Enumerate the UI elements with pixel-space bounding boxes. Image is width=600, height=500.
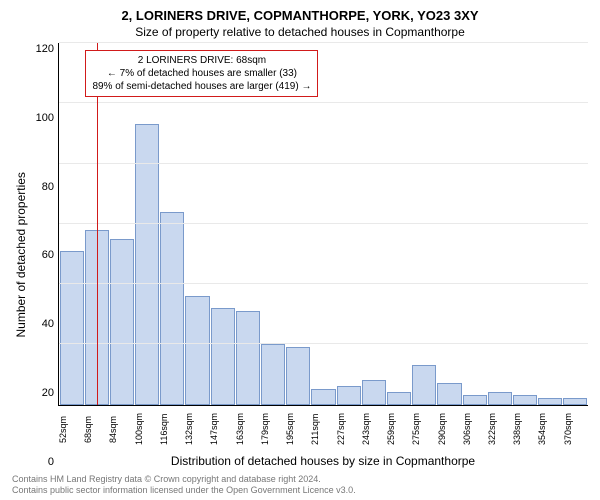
x-tick: 227sqm: [336, 408, 361, 450]
x-tick: 211sqm: [310, 408, 335, 450]
gridline: [59, 42, 588, 43]
marker-line: [97, 43, 98, 405]
histogram-bar: [563, 398, 587, 404]
x-tick: 179sqm: [260, 408, 285, 450]
x-tick: 306sqm: [462, 408, 487, 450]
x-tick: 52sqm: [58, 408, 83, 450]
annotation-box: 2 LORINERS DRIVE: 68sqm← 7% of detached …: [85, 50, 318, 97]
histogram-bar: [513, 395, 537, 404]
x-tick: 132sqm: [184, 408, 209, 450]
x-tick: 163sqm: [235, 408, 260, 450]
y-tick: 40: [42, 318, 54, 330]
histogram-bar: [211, 308, 235, 404]
plot-region: 2 LORINERS DRIVE: 68sqm← 7% of detached …: [58, 43, 588, 406]
x-axis-ticks: 52sqm68sqm84sqm100sqm116sqm132sqm147sqm1…: [58, 408, 588, 450]
x-tick: 195sqm: [285, 408, 310, 450]
x-tick: 147sqm: [209, 408, 234, 450]
x-tick: 68sqm: [83, 408, 108, 450]
histogram-bar: [236, 311, 260, 404]
histogram-bar: [311, 389, 335, 404]
histogram-bar: [362, 380, 386, 404]
histogram-bar: [437, 383, 461, 404]
y-tick: 100: [36, 112, 54, 124]
gridline: [59, 163, 588, 164]
x-tick: 259sqm: [386, 408, 411, 450]
chart-area: Number of detached properties 120 100 80 60…: [12, 43, 588, 468]
gridline: [59, 102, 588, 103]
bars-container: [59, 43, 588, 405]
x-tick: 243sqm: [361, 408, 386, 450]
x-tick: 338sqm: [512, 408, 537, 450]
x-tick: 322sqm: [487, 408, 512, 450]
x-tick: 275sqm: [411, 408, 436, 450]
x-tick: 354sqm: [537, 408, 562, 450]
gridline: [59, 223, 588, 224]
annotation-line: 89% of semi-detached houses are larger (…: [92, 80, 311, 93]
y-tick: 60: [42, 249, 54, 261]
x-tick: 100sqm: [134, 408, 159, 450]
histogram-bar: [185, 296, 209, 404]
histogram-bar: [160, 212, 184, 405]
y-tick: 120: [36, 43, 54, 55]
y-axis-label: Number of detached properties: [12, 43, 30, 468]
x-tick: 370sqm: [563, 408, 588, 450]
y-tick: 80: [42, 181, 54, 193]
y-axis-ticks: 120 100 80 60 40 20 0: [30, 43, 58, 468]
x-tick: 116sqm: [159, 408, 184, 450]
histogram-bar: [387, 392, 411, 404]
histogram-bar: [463, 395, 487, 404]
footer-line-1: Contains HM Land Registry data © Crown c…: [12, 474, 588, 485]
histogram-bar: [337, 386, 361, 404]
title-main: 2, LORINERS DRIVE, COPMANTHORPE, YORK, Y…: [12, 8, 588, 23]
x-tick: 290sqm: [437, 408, 462, 450]
histogram-bar: [135, 124, 159, 404]
footer-line-2: Contains public sector information licen…: [12, 485, 588, 496]
footer-attribution: Contains HM Land Registry data © Crown c…: [12, 474, 588, 497]
histogram-bar: [488, 392, 512, 404]
x-tick: 84sqm: [108, 408, 133, 450]
y-tick: 0: [48, 456, 54, 468]
histogram-bar: [110, 239, 134, 405]
histogram-bar: [261, 344, 285, 404]
x-axis-label: Distribution of detached houses by size …: [58, 454, 588, 468]
histogram-bar: [286, 347, 310, 404]
histogram-bar: [60, 251, 84, 405]
annotation-line: ← 7% of detached houses are smaller (33): [92, 67, 311, 80]
title-sub: Size of property relative to detached ho…: [12, 25, 588, 39]
histogram-bar: [538, 398, 562, 404]
histogram-bar: [412, 365, 436, 404]
gridline: [59, 283, 588, 284]
annotation-line: 2 LORINERS DRIVE: 68sqm: [92, 54, 311, 67]
y-tick: 20: [42, 387, 54, 399]
gridline: [59, 343, 588, 344]
